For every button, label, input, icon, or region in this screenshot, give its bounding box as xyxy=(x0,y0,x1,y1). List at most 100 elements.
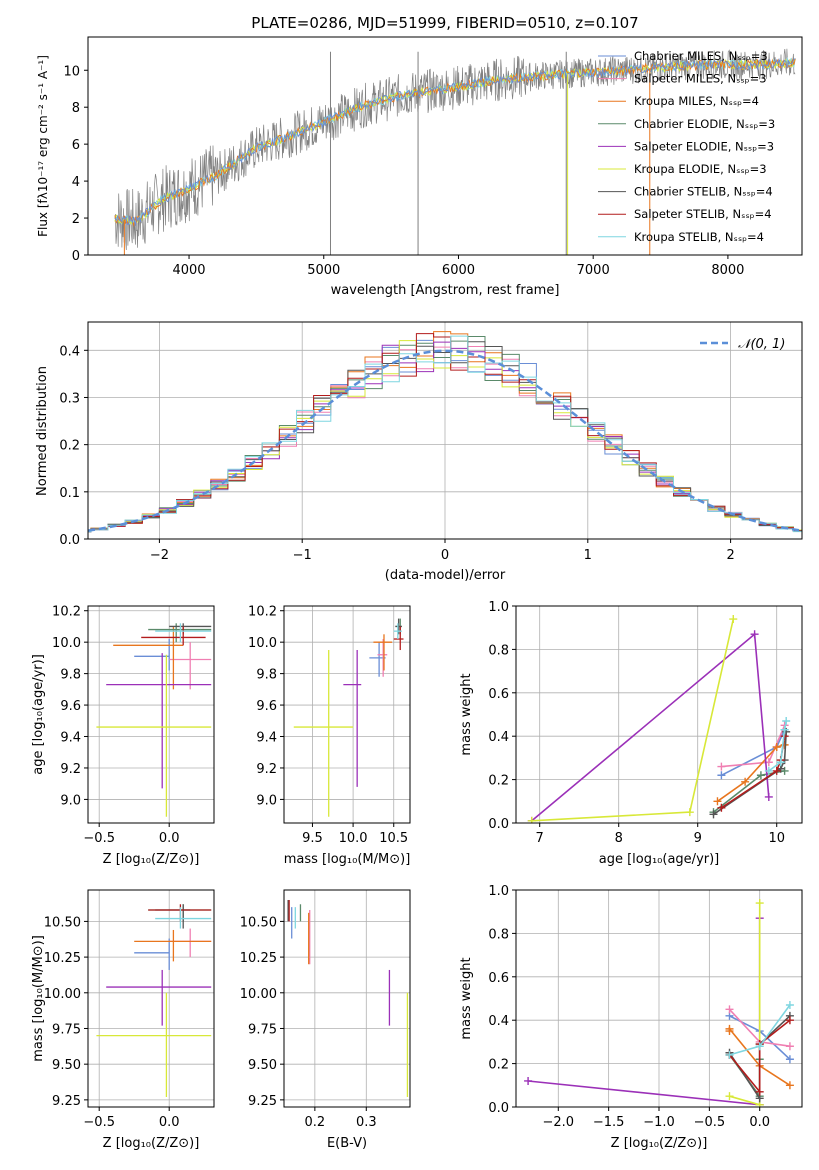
panel-frame xyxy=(283,605,411,824)
spectrum-y-label: Flux [fλ10⁻¹⁷ erg cm⁻² s⁻¹ A⁻¹] xyxy=(36,55,50,237)
data-point xyxy=(717,762,726,771)
residuals-x-label: (data-model)/error xyxy=(385,568,506,583)
series-line xyxy=(721,725,786,768)
y-tick-label: 9.4 xyxy=(256,731,277,746)
data-point xyxy=(785,1042,794,1051)
age-vs-metallicity-panel: −0.5 0.0 9.0 9.2 9.4 9.6 9.8 10.0 10.2 Z [log₁₀(Z… xyxy=(31,605,215,867)
y-tick-label: 10.2 xyxy=(248,605,277,620)
x-tick-label: −0.5 xyxy=(83,831,115,846)
data-point xyxy=(725,1005,734,1014)
residuals-gaussian-curve xyxy=(88,349,802,532)
series-line xyxy=(531,632,770,822)
panel-frame xyxy=(283,889,411,1108)
y-tick-label: 10.0 xyxy=(248,636,277,651)
residuals-plot-area xyxy=(88,322,802,539)
residuals-y-tick-label: 0.1 xyxy=(59,486,80,501)
x-tick-label: 0.0 xyxy=(749,1115,770,1130)
residuals-x-tick-label: −1 xyxy=(293,548,312,563)
x-tick-label: 8 xyxy=(615,831,623,846)
residuals-histogram xyxy=(88,341,802,533)
y-tick-label: 0.0 xyxy=(488,1101,509,1116)
x-tick-label: 10 xyxy=(768,831,785,846)
x-tick-label: −1.5 xyxy=(593,1115,625,1130)
spectrum-y-tick-label: 4 xyxy=(72,175,80,190)
y-tick-label: 9.6 xyxy=(60,699,81,714)
data-point xyxy=(725,1024,734,1033)
spectrum-y-ticks: 0 2 4 6 8 10 xyxy=(63,64,88,264)
spectrum-data-line xyxy=(114,48,796,251)
x-tick-label: 9 xyxy=(694,831,702,846)
y-axis-label: age [log₁₀(age/yr)] xyxy=(31,654,46,775)
data-point xyxy=(709,810,718,819)
y-tick-label: 0.6 xyxy=(488,971,509,986)
y-tick-label: 1.0 xyxy=(488,884,509,899)
x-axis-label: mass [log₁₀(M/M⊙)] xyxy=(284,852,411,867)
data-point xyxy=(780,725,789,734)
age-vs-mass-panel: 9.5 10.0 10.5 9.0 9.2 9.4 9.6 9.8 10.0 10.2 mass [… xyxy=(248,605,411,867)
y-tick-label: 10.00 xyxy=(240,987,277,1002)
spectrum-legend-label: Salpeter STELIB, Nₛₛₚ=4 xyxy=(634,207,772,221)
spectrum-legend-label: Kroupa MILES, Nₛₛₚ=4 xyxy=(634,94,759,108)
series-line xyxy=(717,744,785,802)
x-tick-label: 0.0 xyxy=(159,1115,180,1130)
spectrum-x-tick-label: 6000 xyxy=(442,263,475,278)
y-tick-label: 10.00 xyxy=(44,987,81,1002)
residuals-y-tick-label: 0.3 xyxy=(59,391,80,406)
data-point xyxy=(713,797,722,806)
x-axis-label: Z [log₁₀(Z/Z⊙)] xyxy=(103,1136,200,1151)
mass-vs-ebv-panel: 0.2 0.3 9.25 9.50 9.75 10.00 10.25 10.50 E(B-V) xyxy=(240,889,411,1151)
y-tick-label: 9.25 xyxy=(52,1094,81,1109)
y-tick-label: 0.2 xyxy=(488,774,509,789)
data-point xyxy=(717,771,726,780)
spectrum-lines xyxy=(114,48,796,255)
y-tick-label: 10.50 xyxy=(240,915,277,930)
y-tick-label: 10.25 xyxy=(44,951,81,966)
x-tick-label: 10.5 xyxy=(379,831,408,846)
residuals-x-tick-label: −2 xyxy=(150,548,169,563)
data-point xyxy=(755,1087,764,1096)
spectrum-y-tick-label: 2 xyxy=(72,212,80,227)
spectrum-legend-label: Salpeter ELODIE, Nₛₛₚ=3 xyxy=(634,139,774,153)
spectrum-frame xyxy=(87,36,803,256)
y-tick-label: 9.50 xyxy=(52,1058,81,1073)
x-tick-label: −2.0 xyxy=(543,1115,575,1130)
data-point xyxy=(772,743,781,752)
y-axis-label: mass weight xyxy=(459,673,474,755)
data-point xyxy=(785,1001,794,1010)
spectrum-panel: PLATE=0286, MJD=51999, FIBERID=0510, z=0… xyxy=(36,14,803,298)
residuals-y-tick-label: 0.2 xyxy=(59,439,80,454)
x-tick-label: −0.5 xyxy=(83,1115,115,1130)
spectrum-legend-label: Chabrier STELIB, Nₛₛₚ=4 xyxy=(634,185,773,199)
y-tick-label: 0.8 xyxy=(488,927,509,942)
spectrum-y-tick-label: 8 xyxy=(72,101,80,116)
residuals-y-tick-label: 0.4 xyxy=(59,344,80,359)
data-point xyxy=(750,630,759,639)
y-tick-label: 9.4 xyxy=(60,731,81,746)
data-point xyxy=(527,816,536,823)
series-line xyxy=(768,720,787,772)
x-axis-label: Z [log₁₀(Z/Z⊙)] xyxy=(611,1136,708,1151)
data-point xyxy=(764,792,773,801)
weight-vs-metallicity-panel: −2.0 −1.5 −1.0 −0.5 0.0 0.0 0.2 0.4 0.6 0.8 1.0 Z [… xyxy=(459,884,803,1151)
x-axis-label: age [log₁₀(age/yr)] xyxy=(599,852,720,867)
x-tick-label: 10.0 xyxy=(339,831,368,846)
spectrum-plot-area xyxy=(114,48,796,255)
data-point xyxy=(729,615,738,624)
panel-frame xyxy=(87,605,215,824)
panel-marks xyxy=(287,899,409,1098)
data-point xyxy=(776,758,785,767)
panel-marks xyxy=(96,904,212,1098)
spectrum-legend-label: Kroupa STELIB, Nₛₛₚ=4 xyxy=(634,230,764,244)
data-point xyxy=(524,1076,533,1085)
panel-frame xyxy=(87,889,215,1108)
panel-marks xyxy=(524,899,794,1107)
panel-marks xyxy=(96,623,212,817)
y-tick-label: 9.0 xyxy=(60,793,81,808)
spectrum-legend-label: Chabrier MILES, Nₛₛₚ=3 xyxy=(634,49,768,63)
data-point xyxy=(764,766,773,775)
y-tick-label: 0.6 xyxy=(488,687,509,702)
y-tick-label: 9.6 xyxy=(256,699,277,714)
y-tick-label: 0.2 xyxy=(488,1058,509,1073)
spectrum-x-ticks: 4000 5000 6000 7000 8000 xyxy=(172,255,744,278)
